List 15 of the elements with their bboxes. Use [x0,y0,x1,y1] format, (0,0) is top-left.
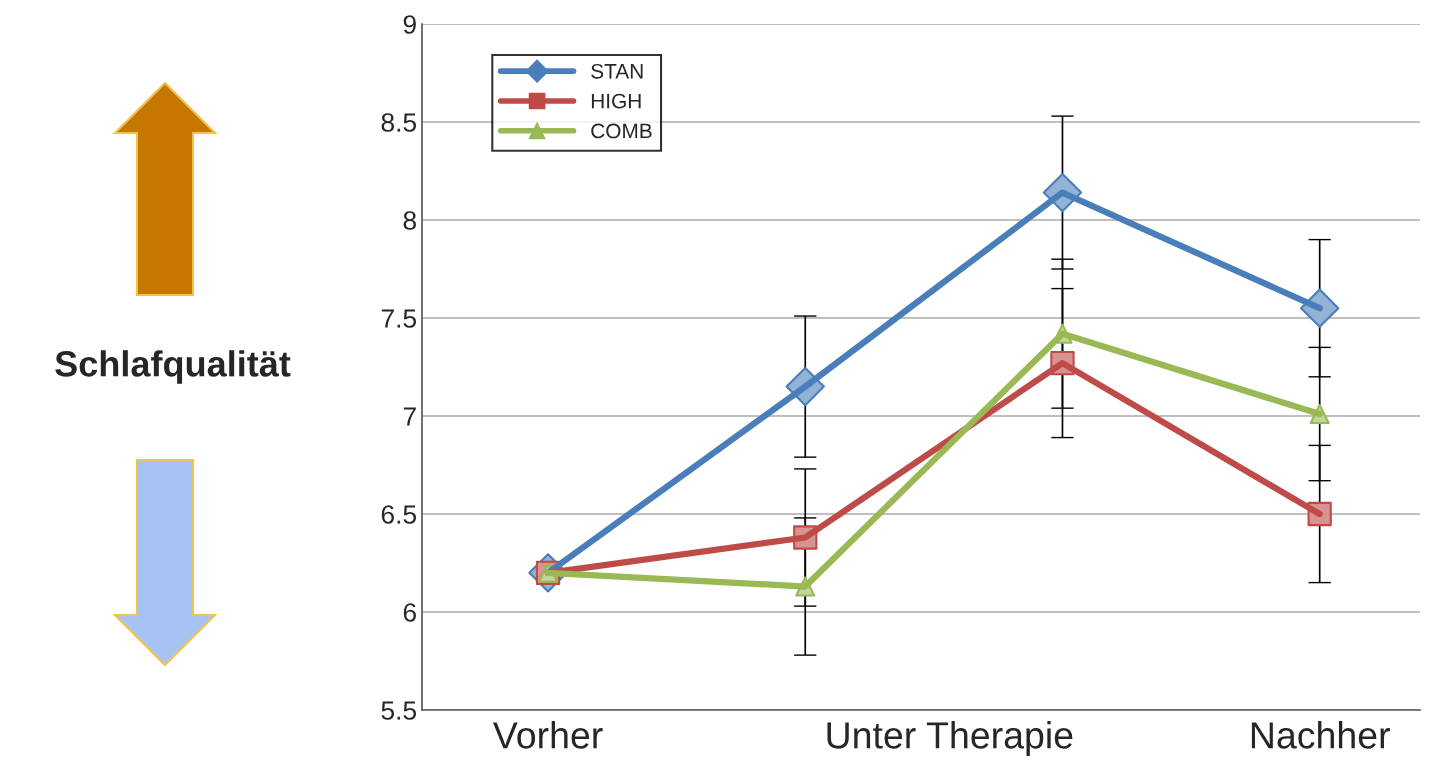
y-tick-label: 5.5 [381,701,417,720]
legend-label: STAN [591,63,643,79]
y-tick-label: 7.5 [381,309,417,328]
y-tick-label: 8.5 [381,113,417,132]
y-tick-label: 8 [403,211,416,230]
y-tick-label: 7 [403,407,416,426]
y-tick-label: 9 [403,15,416,34]
x-tick-label: Nachher [1251,721,1390,749]
y-tick-label: 6.5 [381,505,417,524]
y-tick-label: 6 [403,603,416,622]
legend-label: HIGH [591,93,641,109]
legend-label: COMB [591,123,652,139]
x-tick-label: Vorher [492,721,603,749]
text: Unter Therapie [827,721,1073,757]
y-axis-title: Schlafqualität [55,350,291,384]
